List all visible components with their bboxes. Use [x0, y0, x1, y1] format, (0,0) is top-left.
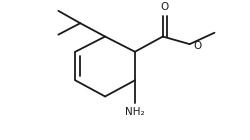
Text: O: O [194, 41, 202, 51]
Text: NH₂: NH₂ [125, 107, 145, 117]
Text: O: O [161, 2, 169, 12]
